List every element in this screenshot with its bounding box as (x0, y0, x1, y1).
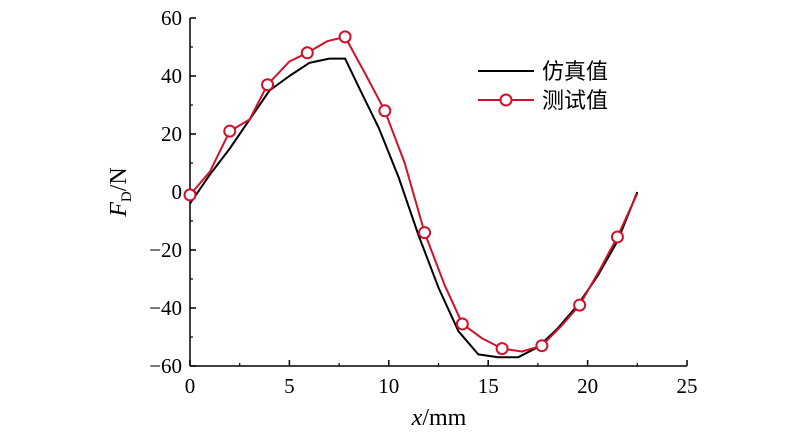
legend-label-measured: 测试值 (542, 89, 608, 114)
data-point-measured (378, 104, 392, 118)
legend-marker-measured (499, 93, 513, 107)
x-tick-label: 0 (185, 374, 196, 398)
data-point-measured (261, 78, 275, 92)
plot-series (183, 30, 639, 359)
y-axis-title-subscript: D (119, 191, 135, 202)
data-point-measured (610, 230, 624, 244)
legend: 仿真值 测试值 (478, 60, 608, 114)
data-point-measured (573, 298, 587, 312)
y-axis-title-unit: /N (106, 167, 132, 191)
x-tick-label: 5 (284, 374, 295, 398)
y-tick-label: −60 (149, 354, 182, 378)
data-point-measured (535, 339, 549, 353)
y-tick-label: 40 (161, 64, 182, 88)
y-tick-label: 60 (161, 6, 182, 30)
x-axis-title-unit: /mm (422, 405, 466, 431)
x-tick-label: 25 (677, 374, 698, 398)
data-point-measured (338, 30, 352, 44)
data-point-measured (223, 124, 237, 138)
x-tick-label: 20 (577, 374, 598, 398)
y-tick-label: −40 (149, 296, 182, 320)
data-point-measured (418, 226, 432, 240)
x-axis-ticks: 0 5 10 15 20 25 (185, 360, 698, 398)
series-line-simulated (189, 57, 639, 359)
x-tick-label: 10 (378, 374, 399, 398)
data-point-measured (495, 342, 509, 356)
data-point-measured (183, 188, 197, 202)
series-line-measured (189, 35, 639, 353)
y-axis-title: FD/N (106, 167, 135, 218)
x-axis-title: x/mm (411, 405, 467, 431)
axes (189, 18, 687, 367)
y-axis-ticks: −60 −40 −20 0 20 40 60 (149, 6, 196, 378)
y-tick-label: 20 (161, 122, 182, 146)
y-tick-label: −20 (149, 238, 182, 262)
x-axis-title-variable: x (411, 405, 423, 431)
legend-label-simulated: 仿真值 (542, 60, 608, 85)
data-point-measured (455, 317, 469, 331)
x-tick-label: 15 (478, 374, 499, 398)
data-point-measured (300, 46, 314, 60)
y-tick-label: 0 (172, 180, 183, 204)
y-axis-title-variable: F (106, 202, 132, 218)
